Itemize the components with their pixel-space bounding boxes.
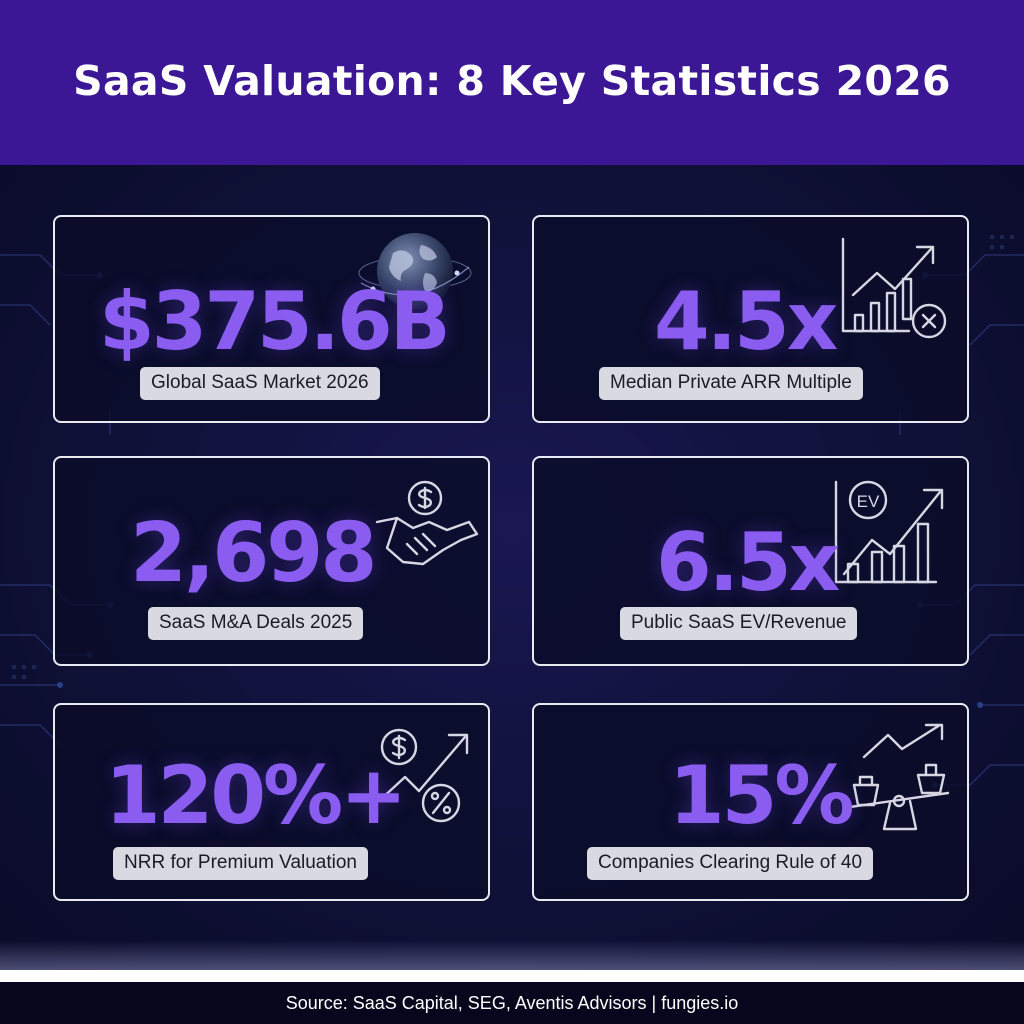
page-title: SaaS Valuation: 8 Key Statistics 2026 bbox=[73, 56, 951, 105]
source-text: Source: SaaS Capital, SEG, Aventis Advis… bbox=[285, 992, 739, 1013]
header-banner: SaaS Valuation: 8 Key Statistics 2026 bbox=[0, 0, 1024, 165]
stat-card-public-ev-revenue: EV 6.5x Public SaaS EV/Revenue bbox=[532, 456, 969, 666]
stat-value: 2,698 bbox=[130, 506, 377, 601]
divider-bar bbox=[0, 970, 1024, 982]
stat-card-ma-deals: 2,698 SaaS M&A Deals 2025 bbox=[53, 456, 490, 666]
ev-growth-chart-icon: EV bbox=[834, 480, 944, 584]
stat-label: Median Private ARR Multiple bbox=[599, 367, 863, 400]
globe-icon bbox=[358, 233, 472, 309]
stat-card-nrr: 120%+ NRR for Premium Valuation bbox=[53, 703, 490, 901]
stat-value: $375.6B bbox=[99, 275, 451, 368]
stat-value: 15% bbox=[669, 749, 854, 842]
dollar-percent-growth-icon bbox=[377, 728, 469, 823]
growth-chart-icon bbox=[841, 237, 947, 339]
stat-card-rule-of-40: 15% Companies Clearing Rule of 40 bbox=[532, 703, 969, 901]
stat-card-private-arr: 4.5x Median Private ARR Multiple bbox=[532, 215, 969, 423]
balance-scale-icon bbox=[848, 723, 950, 831]
stat-label: Companies Clearing Rule of 40 bbox=[587, 847, 874, 880]
stat-label: Public SaaS EV/Revenue bbox=[620, 607, 858, 640]
footer: Source: SaaS Capital, SEG, Aventis Advis… bbox=[0, 982, 1024, 1024]
ev-text: EV bbox=[857, 492, 880, 511]
stat-label: Global SaaS Market 2026 bbox=[140, 367, 380, 400]
bottom-glow bbox=[0, 940, 1024, 970]
stat-card-global-market: $375.6B Global SaaS Market 2026 bbox=[53, 215, 490, 423]
stat-value: 6.5x bbox=[656, 516, 840, 609]
stat-value: 120%+ bbox=[105, 749, 407, 842]
stat-label: SaaS M&A Deals 2025 bbox=[148, 607, 364, 640]
handshake-dollar-icon bbox=[375, 480, 479, 566]
stat-value: 4.5x bbox=[654, 275, 838, 368]
stat-label: NRR for Premium Valuation bbox=[113, 847, 369, 880]
